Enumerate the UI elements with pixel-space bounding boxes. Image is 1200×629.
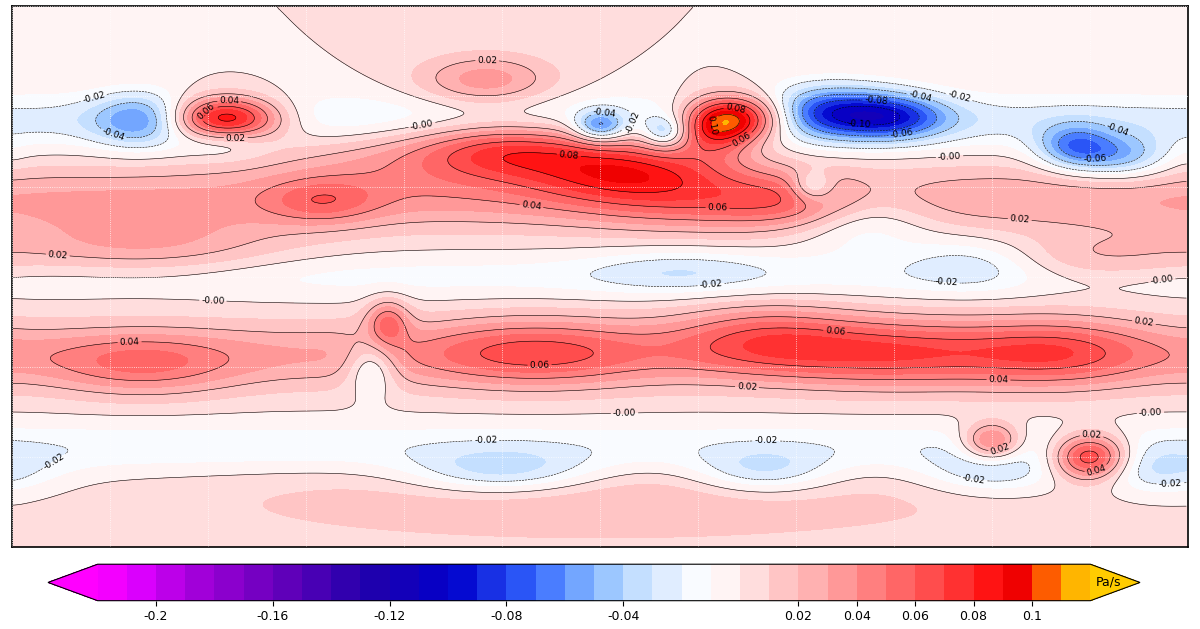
Text: 0.04: 0.04 xyxy=(989,375,1009,384)
Text: -0.02: -0.02 xyxy=(961,473,986,486)
Text: 0.04: 0.04 xyxy=(120,337,139,347)
Text: 0.06: 0.06 xyxy=(824,326,846,337)
Text: -0.02: -0.02 xyxy=(1158,479,1182,489)
Text: -0.00: -0.00 xyxy=(1139,408,1163,418)
Text: 0.02: 0.02 xyxy=(989,442,1012,457)
Text: 0.06: 0.06 xyxy=(529,360,550,370)
Text: 0.04: 0.04 xyxy=(521,200,542,212)
Text: -0.00: -0.00 xyxy=(937,152,961,162)
Text: -0.02: -0.02 xyxy=(82,91,106,105)
Text: -0.04: -0.04 xyxy=(101,126,126,142)
Text: -0.10: -0.10 xyxy=(847,120,871,130)
Text: -0.02: -0.02 xyxy=(755,437,779,445)
Text: 0.02: 0.02 xyxy=(737,382,757,392)
Text: 0.04: 0.04 xyxy=(1086,463,1108,477)
Text: 0.06: 0.06 xyxy=(708,203,727,213)
Text: 0.02: 0.02 xyxy=(478,55,497,65)
Text: -0.02: -0.02 xyxy=(947,90,972,104)
Text: -0.02: -0.02 xyxy=(474,436,497,445)
Text: -0.06: -0.06 xyxy=(1082,153,1106,164)
Text: 0.02: 0.02 xyxy=(226,133,246,143)
Text: -0.02: -0.02 xyxy=(42,452,66,471)
Text: -0.04: -0.04 xyxy=(907,89,932,104)
Text: -0.08: -0.08 xyxy=(864,96,888,107)
Text: -0.06: -0.06 xyxy=(890,128,914,140)
Text: 0.10: 0.10 xyxy=(706,114,719,136)
Text: 0.02: 0.02 xyxy=(1133,316,1154,328)
Text: 0.02: 0.02 xyxy=(48,250,68,260)
Text: 0.08: 0.08 xyxy=(558,150,580,160)
Text: 0.02: 0.02 xyxy=(1009,214,1030,225)
Text: Pa/s: Pa/s xyxy=(1096,576,1121,589)
Text: -0.04: -0.04 xyxy=(1105,121,1130,138)
Text: 0.02: 0.02 xyxy=(1081,430,1102,440)
PathPatch shape xyxy=(48,564,97,601)
Text: -0.00: -0.00 xyxy=(1150,275,1174,286)
Text: -0.00: -0.00 xyxy=(613,408,636,418)
Text: -0.02: -0.02 xyxy=(624,110,641,135)
Text: -0.00: -0.00 xyxy=(409,118,434,131)
Text: 0.08: 0.08 xyxy=(725,103,746,116)
Text: -0.02: -0.02 xyxy=(700,279,724,290)
Text: -0.02: -0.02 xyxy=(935,277,958,287)
PathPatch shape xyxy=(1091,564,1140,601)
Text: -0.00: -0.00 xyxy=(202,296,224,306)
Text: 0.06: 0.06 xyxy=(196,101,217,121)
Text: -0.04: -0.04 xyxy=(592,108,617,119)
Text: 0.06: 0.06 xyxy=(731,130,754,148)
Text: 0.04: 0.04 xyxy=(220,96,239,106)
